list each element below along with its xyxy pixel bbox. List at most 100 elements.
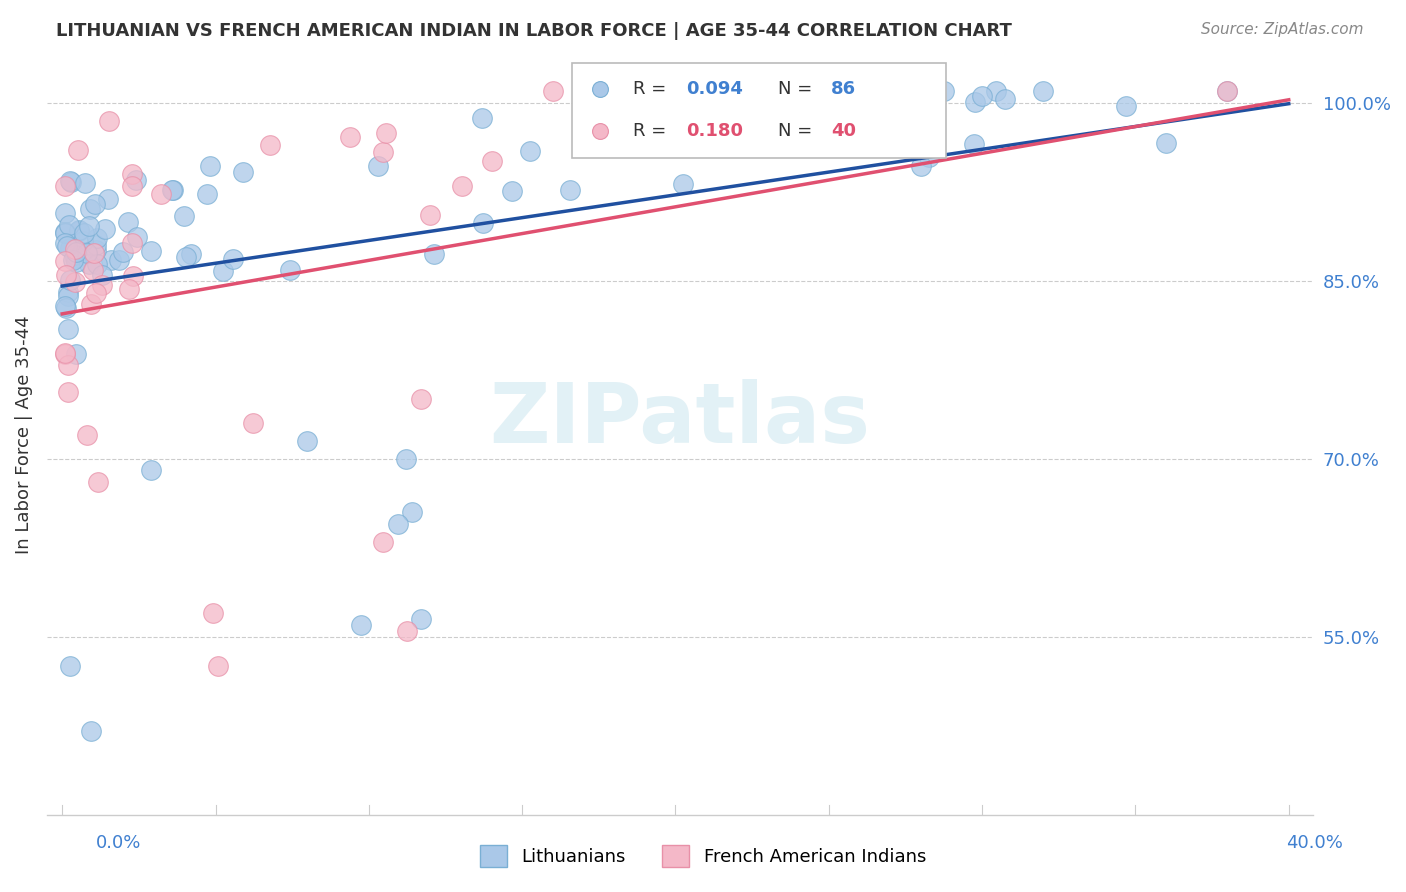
Point: [59, 659, 82, 673]
Point: [471, 111, 494, 125]
Point: [72, 234, 94, 248]
Point: [55, 268, 77, 282]
Point: [76, 246, 98, 260]
Point: [367, 159, 389, 173]
Point: [65, 347, 87, 361]
Point: [918, 150, 941, 164]
Point: [87, 475, 110, 490]
Point: [295, 434, 318, 448]
Point: [162, 183, 184, 197]
Point: [56, 359, 79, 373]
Text: Source: ZipAtlas.com: Source: ZipAtlas.com: [1201, 22, 1364, 37]
Point: [121, 167, 143, 181]
Point: [242, 416, 264, 430]
Point: [371, 145, 394, 160]
Point: [82, 262, 104, 277]
Point: [108, 253, 131, 268]
Legend: Lithuanians, French American Indians: Lithuanians, French American Indians: [472, 838, 934, 874]
Point: [139, 463, 162, 477]
Point: [65, 242, 87, 256]
Point: [541, 84, 564, 98]
Text: ZIPatlas: ZIPatlas: [489, 379, 870, 460]
Text: 86: 86: [831, 80, 856, 98]
Text: N =: N =: [778, 122, 818, 140]
Point: [259, 138, 281, 153]
Text: 40.0%: 40.0%: [1286, 834, 1343, 852]
Point: [411, 392, 433, 407]
Point: [481, 153, 503, 168]
Point: [53, 253, 76, 268]
Point: [994, 91, 1017, 105]
Text: 0.180: 0.180: [686, 122, 744, 140]
Point: [67, 223, 90, 237]
Point: [73, 176, 96, 190]
Point: [198, 159, 221, 173]
Point: [53, 225, 76, 239]
Point: [1216, 84, 1239, 98]
Point: [55, 301, 77, 315]
Point: [1154, 136, 1177, 151]
Point: [100, 252, 122, 267]
Point: [972, 88, 994, 103]
Point: [121, 236, 143, 251]
Point: [519, 144, 541, 158]
Y-axis label: In Labor Force | Age 35-44: In Labor Force | Age 35-44: [15, 316, 32, 554]
Point: [77, 219, 100, 234]
Point: [117, 215, 139, 229]
Point: [160, 183, 183, 197]
Point: [212, 264, 235, 278]
Point: [963, 95, 986, 109]
Text: N =: N =: [778, 80, 818, 98]
Point: [1032, 84, 1054, 98]
Point: [66, 143, 89, 157]
Point: [451, 179, 474, 194]
Point: [53, 206, 76, 220]
Point: [84, 286, 107, 301]
Point: [127, 230, 149, 244]
Point: [232, 165, 254, 179]
Text: R =: R =: [633, 80, 672, 98]
Point: [787, 93, 810, 107]
Point: [53, 346, 76, 360]
Point: [401, 505, 423, 519]
Point: [56, 239, 79, 253]
Point: [125, 172, 148, 186]
Point: [201, 606, 224, 620]
Point: [963, 137, 986, 152]
Point: [560, 183, 582, 197]
Point: [672, 177, 695, 191]
Point: [118, 282, 141, 296]
Point: [59, 273, 82, 287]
Point: [173, 209, 195, 223]
Point: [84, 238, 107, 252]
Point: [65, 244, 87, 259]
Point: [58, 285, 80, 300]
Point: [69, 224, 91, 238]
Point: [83, 245, 105, 260]
Point: [339, 130, 361, 145]
Point: [471, 216, 494, 230]
Point: [111, 244, 134, 259]
Point: [72, 226, 94, 240]
Text: 0.094: 0.094: [686, 80, 744, 98]
Point: [86, 257, 108, 271]
Point: [86, 231, 108, 245]
Point: [62, 252, 84, 267]
Point: [53, 299, 76, 313]
Point: [77, 257, 100, 271]
Point: [53, 178, 76, 193]
Point: [58, 218, 80, 232]
Point: [409, 612, 432, 626]
Point: [419, 208, 441, 222]
Point: [664, 84, 686, 98]
Point: [79, 202, 101, 216]
Point: [278, 263, 301, 277]
Point: [53, 235, 76, 250]
Point: [423, 247, 446, 261]
Point: [1216, 84, 1239, 98]
Point: [501, 184, 523, 198]
Point: [174, 250, 197, 264]
Point: [59, 241, 82, 255]
Point: [80, 297, 103, 311]
Point: [387, 516, 409, 531]
